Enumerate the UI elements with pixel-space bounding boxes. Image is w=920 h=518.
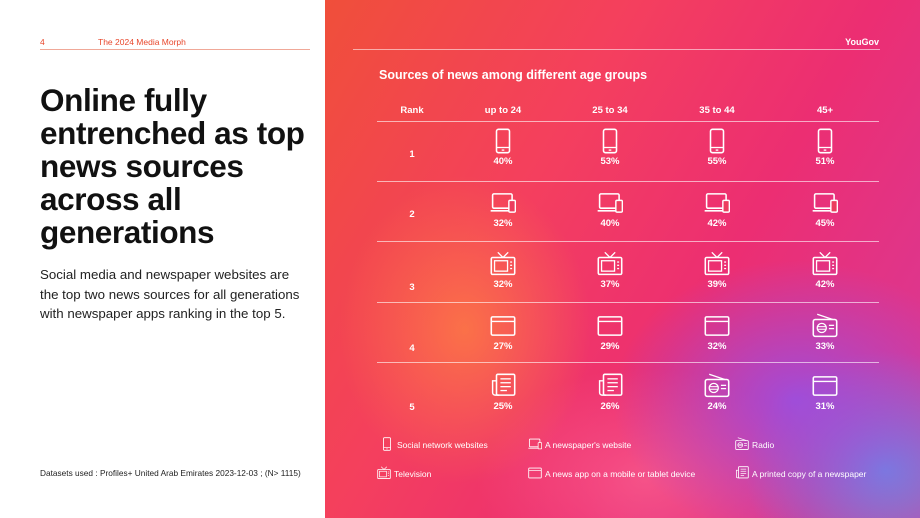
percentage-label: 39% (707, 279, 727, 290)
age-group-header: 45+ (816, 105, 834, 116)
left-panel: 4 The 2024 Media Morph Online fully entr… (0, 0, 325, 518)
radio-icon (704, 373, 730, 398)
rank-cell: 40% (575, 190, 645, 236)
rank-cell: 42% (790, 251, 860, 297)
smartphone-icon (709, 128, 725, 154)
app-window-icon (812, 376, 838, 396)
laptop-phone-icon (812, 193, 838, 213)
rank-column-header: Rank (400, 105, 424, 116)
report-title: The 2024 Media Morph (98, 37, 186, 47)
percentage-label: 33% (815, 341, 835, 352)
row-divider (377, 362, 879, 363)
rank-cell: 39% (682, 251, 752, 297)
rank-cell: 55% (682, 128, 752, 174)
legend-label: A newspaper's website (545, 440, 632, 450)
page-title: Online fully entrenched as top news sour… (40, 82, 305, 250)
percentage-label: 32% (707, 341, 727, 352)
rank-number: 3 (409, 282, 415, 293)
percentage-label: 27% (493, 341, 513, 352)
smartphone-icon (602, 128, 618, 154)
laptop-phone-icon (704, 193, 730, 213)
percentage-label: 37% (600, 279, 620, 290)
legend-label: A news app on a mobile or tablet device (545, 469, 696, 479)
dataset-footnote: Datasets used : Profiles+ United Arab Em… (40, 468, 301, 478)
header-divider-right (353, 49, 880, 50)
newspaper-icon (491, 373, 516, 396)
laptop-phone-icon (597, 193, 623, 213)
percentage-label: 40% (493, 156, 513, 167)
television-icon (490, 251, 516, 276)
chart-title: Sources of news among different age grou… (379, 68, 648, 82)
percentage-label: 42% (815, 279, 835, 290)
newspaper-icon (598, 373, 623, 396)
rank-cell: 51% (790, 128, 860, 174)
rank-number: 5 (409, 402, 415, 413)
age-group-header: 25 to 34 (592, 105, 628, 116)
legend-label: Radio (752, 440, 775, 450)
rank-cell: 45% (790, 190, 860, 236)
television-icon (704, 251, 730, 276)
laptop-phone-icon (490, 193, 516, 213)
rank-number: 1 (409, 149, 415, 160)
rank-cell: 31% (790, 373, 860, 419)
smartphone-icon (495, 128, 511, 154)
smartphone-icon (383, 437, 391, 451)
radio-icon (735, 437, 749, 451)
app-window-icon (528, 467, 542, 479)
rank-cell: 32% (682, 313, 752, 359)
legend-label: Television (394, 469, 432, 479)
percentage-label: 24% (707, 401, 727, 412)
app-window-icon (490, 316, 516, 336)
rank-cell: 26% (575, 373, 645, 419)
percentage-label: 40% (600, 218, 620, 229)
lead-paragraph: Social media and newspaper websites are … (40, 267, 300, 321)
chart-panel: YouGov Sources of news among different a… (325, 0, 920, 518)
percentage-label: 53% (600, 156, 620, 167)
rank-cell: 27% (468, 313, 538, 359)
age-group-header: up to 24 (484, 105, 522, 116)
app-window-icon (704, 316, 730, 336)
television-icon (377, 466, 391, 480)
percentage-label: 26% (600, 401, 620, 412)
rank-cell: 33% (790, 313, 860, 359)
rank-cell: 37% (575, 251, 645, 297)
rank-cell: 25% (468, 373, 538, 419)
yougov-logo: YouGov (845, 37, 879, 47)
legend-label: Social network websites (397, 440, 488, 450)
percentage-label: 55% (707, 156, 727, 167)
television-icon (812, 251, 838, 276)
percentage-label: 31% (815, 401, 835, 412)
legend-label: A printed copy of a newspaper (752, 469, 867, 479)
television-icon (597, 251, 623, 276)
app-window-icon (597, 316, 623, 336)
rank-number: 4 (409, 343, 415, 354)
percentage-label: 32% (493, 218, 513, 229)
rank-cell: 42% (682, 190, 752, 236)
percentage-label: 29% (600, 341, 620, 352)
rank-cell: 40% (468, 128, 538, 174)
row-divider (377, 121, 879, 122)
rank-cell: 29% (575, 313, 645, 359)
row-divider (377, 241, 879, 242)
radio-icon (812, 313, 838, 338)
percentage-label: 42% (707, 218, 727, 229)
rank-cell: 53% (575, 128, 645, 174)
page-header: 4 The 2024 Media Morph (40, 37, 310, 49)
row-divider (377, 181, 879, 182)
laptop-phone-icon (528, 438, 542, 450)
smartphone-icon (817, 128, 833, 154)
age-group-header: 35 to 44 (699, 105, 735, 116)
rank-number: 2 (409, 209, 415, 220)
percentage-label: 32% (493, 279, 513, 290)
rank-cell: 32% (468, 190, 538, 236)
page-number: 4 (40, 37, 45, 47)
percentage-label: 45% (815, 218, 835, 229)
rank-cell: 32% (468, 251, 538, 297)
row-divider (377, 302, 879, 303)
newspaper-icon (736, 466, 749, 479)
percentage-label: 51% (815, 156, 835, 167)
header-divider (40, 49, 310, 50)
rank-cell: 24% (682, 373, 752, 419)
percentage-label: 25% (493, 401, 513, 412)
